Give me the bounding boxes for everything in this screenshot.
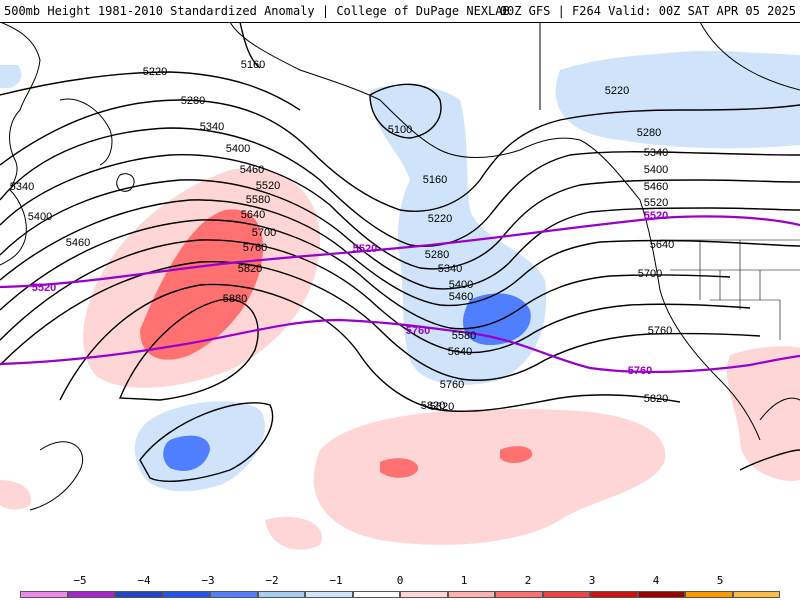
colorbar-segment	[67, 591, 115, 598]
reference-contour-label: 5520	[644, 210, 668, 222]
colorbar-tick-label: 5	[716, 574, 724, 587]
reference-contour-label: 5520	[353, 243, 377, 255]
state-borders	[660, 239, 800, 340]
contour-label: 5220	[143, 66, 167, 78]
coastlines	[0, 21, 800, 511]
colorbar-tick-label: −1	[329, 574, 343, 587]
contour-label: 5100	[388, 124, 412, 136]
contour-label: 5880	[223, 293, 247, 305]
reference-contour-label: 5520	[32, 282, 56, 294]
reference-contour-label: 5760	[628, 365, 652, 377]
contour-label: 5220	[428, 213, 452, 225]
colorbar-segment	[115, 591, 163, 598]
contour-label: 5220	[605, 85, 629, 97]
colorbar-segment	[495, 591, 543, 598]
contour-label: 5820	[421, 400, 445, 412]
map-header: 500mb Height 1981-2010 Standardized Anom…	[0, 0, 800, 23]
contour-label: 5340	[644, 147, 668, 159]
contour-label: 5820	[430, 401, 454, 413]
header-title: 500mb Height 1981-2010 Standardized Anom…	[4, 4, 510, 18]
contour-label: 5580	[452, 330, 476, 342]
colorbar: −5 −4 −3 −2 −1 0 1 2 3 4 5	[0, 572, 800, 600]
colorbar-tick-label: 1	[460, 574, 468, 587]
colorbar-tick-label: −5	[73, 574, 87, 587]
colorbar-segment	[305, 591, 353, 598]
colorbar-segment	[447, 591, 495, 598]
contour-label: 5460	[449, 291, 473, 303]
contour-label: 5700	[252, 227, 276, 239]
contour-label: 5160	[423, 174, 447, 186]
colorbar-segment	[400, 591, 448, 598]
header-valid-time: 00Z GFS | F264 Valid: 00Z SAT APR 05 202…	[499, 4, 796, 18]
colorbar-segment	[732, 591, 780, 598]
colorbar-segment	[590, 591, 638, 598]
colorbar-segment	[210, 591, 258, 598]
colorbar-tick-label: −2	[265, 574, 279, 587]
colorbar-tick-label: 2	[524, 574, 532, 587]
colorbar-tick-label: 3	[588, 574, 596, 587]
reference-contours	[0, 215, 800, 374]
contour-label: 5640	[448, 346, 472, 358]
colorbar-segment	[162, 591, 210, 598]
contour-label: 5760	[440, 379, 464, 391]
contour-label: 5340	[200, 121, 224, 133]
contour-labels: 5220516052805340540054605520558056405700…	[10, 59, 674, 413]
contour-label: 5640	[241, 209, 265, 221]
contour-label: 5820	[644, 393, 668, 405]
colorbar-segment	[542, 591, 590, 598]
contour-label: 5340	[10, 181, 34, 193]
reference-labels: 5520 5520 5520 5760 5760	[32, 210, 668, 377]
contour-label: 5280	[425, 249, 449, 261]
colorbar-tick-label: −3	[201, 574, 215, 587]
contour-label: 5460	[644, 181, 668, 193]
negative-anomaly-shading	[0, 50, 800, 492]
contour-label: 5580	[246, 194, 270, 206]
colorbar-segment	[257, 591, 305, 598]
contour-label: 5400	[644, 164, 668, 176]
contour-label: 5280	[181, 95, 205, 107]
contour-label: 5400	[449, 279, 473, 291]
colorbar-segment	[20, 591, 68, 598]
contour-label: 5280	[637, 127, 661, 139]
colorbar-segment	[637, 591, 685, 598]
contour-label: 5520	[644, 197, 668, 209]
contour-label: 5400	[28, 211, 52, 223]
contour-label: 5700	[638, 268, 662, 280]
contour-label: 5460	[66, 237, 90, 249]
contour-label: 5520	[256, 180, 280, 192]
contour-label: 5820	[238, 263, 262, 275]
colorbar-segment	[352, 591, 400, 598]
colorbar-tick-label: 0	[396, 574, 404, 587]
colorbar-tick-label: 4	[652, 574, 660, 587]
contour-label: 5400	[226, 143, 250, 155]
contour-label: 5340	[438, 263, 462, 275]
contour-label: 5640	[650, 239, 674, 251]
contour-label: 5760	[243, 242, 267, 254]
contour-label: 5460	[240, 164, 264, 176]
colorbar-bar	[20, 591, 780, 598]
colorbar-segment	[685, 591, 733, 598]
colorbar-tick-label: −4	[137, 574, 151, 587]
contour-label: 5760	[648, 325, 672, 337]
reference-contour-label: 5760	[406, 325, 430, 337]
contour-label: 5160	[241, 59, 265, 71]
